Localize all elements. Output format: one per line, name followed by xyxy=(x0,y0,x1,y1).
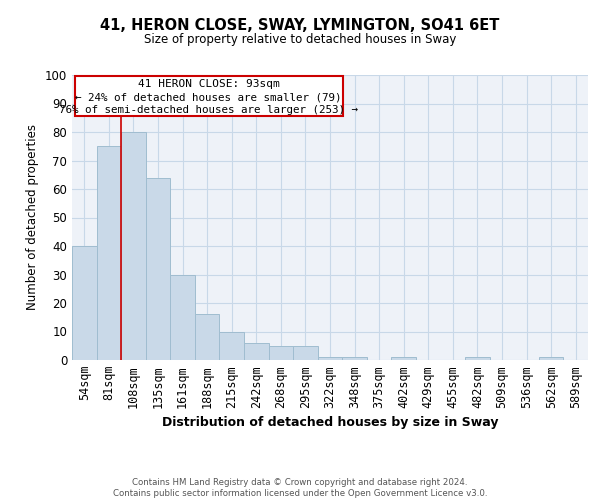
Bar xyxy=(146,178,170,360)
Bar xyxy=(121,132,146,360)
Bar xyxy=(269,346,293,360)
Bar xyxy=(318,357,342,360)
Text: Size of property relative to detached houses in Sway: Size of property relative to detached ho… xyxy=(144,32,456,46)
Text: ← 24% of detached houses are smaller (79): ← 24% of detached houses are smaller (79… xyxy=(76,92,342,102)
Text: 76% of semi-detached houses are larger (253) →: 76% of semi-detached houses are larger (… xyxy=(59,105,358,115)
Bar xyxy=(72,246,97,360)
Bar xyxy=(342,357,367,360)
Bar xyxy=(293,346,318,360)
Bar xyxy=(391,357,416,360)
Bar xyxy=(244,343,269,360)
Text: 41 HERON CLOSE: 93sqm: 41 HERON CLOSE: 93sqm xyxy=(138,80,280,90)
Text: Contains HM Land Registry data © Crown copyright and database right 2024.
Contai: Contains HM Land Registry data © Crown c… xyxy=(113,478,487,498)
Bar xyxy=(97,146,121,360)
X-axis label: Distribution of detached houses by size in Sway: Distribution of detached houses by size … xyxy=(162,416,498,429)
FancyBboxPatch shape xyxy=(74,76,343,116)
Bar xyxy=(170,274,195,360)
Bar xyxy=(195,314,220,360)
Bar xyxy=(465,357,490,360)
Bar xyxy=(220,332,244,360)
Text: 41, HERON CLOSE, SWAY, LYMINGTON, SO41 6ET: 41, HERON CLOSE, SWAY, LYMINGTON, SO41 6… xyxy=(100,18,500,32)
Bar xyxy=(539,357,563,360)
Y-axis label: Number of detached properties: Number of detached properties xyxy=(26,124,40,310)
